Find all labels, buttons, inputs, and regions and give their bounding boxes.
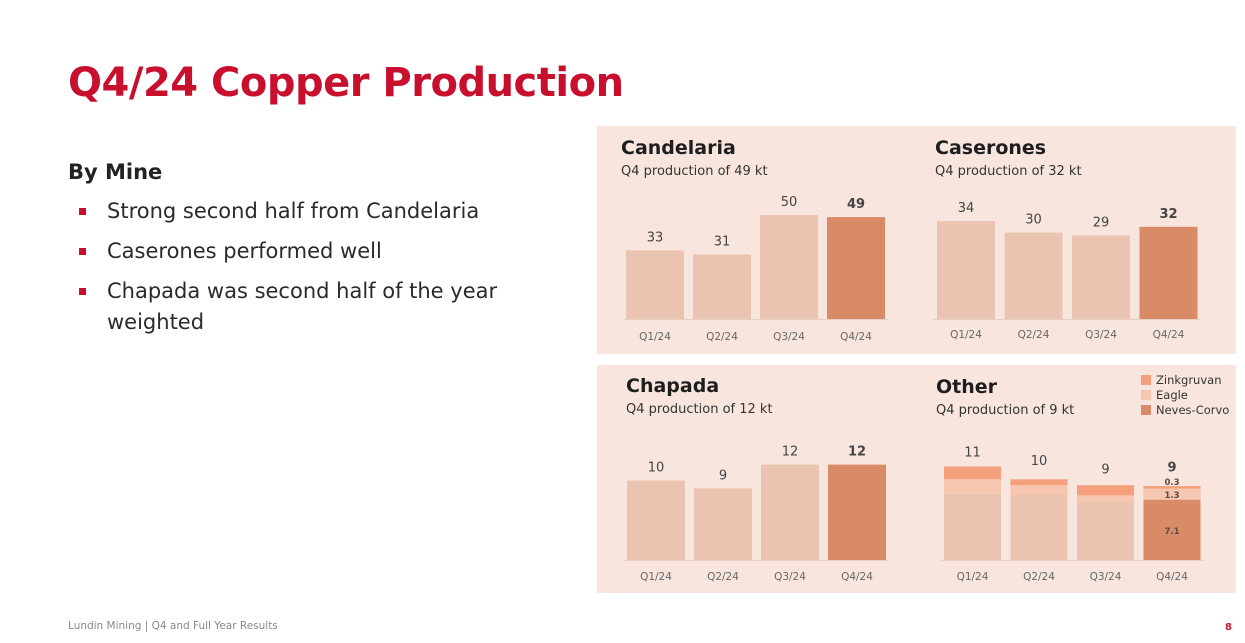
bar-segment-neves-corvo <box>1143 499 1201 560</box>
bar <box>694 488 752 560</box>
tick-label: Q1/24 <box>957 571 989 583</box>
tick-label: Q4/24 <box>840 331 872 343</box>
legend-label: Neves-Corvo <box>1156 402 1230 417</box>
chart-title: Other <box>936 376 998 398</box>
bar <box>1072 235 1130 319</box>
data-label: 10 <box>648 461 665 476</box>
tick-label: Q2/24 <box>706 331 738 343</box>
chart-title: Candelaria <box>621 137 736 159</box>
chart-subtitle: Q4 production of 49 kt <box>621 164 768 179</box>
bar-segment-zinkgruvan <box>1143 486 1201 489</box>
bar-segment-eagle <box>1077 495 1134 503</box>
section-subtitle: By Mine <box>68 160 163 184</box>
bar-segment-zinkgruvan <box>1077 485 1134 496</box>
tick-label: Q2/24 <box>1023 571 1055 583</box>
bar <box>937 221 995 319</box>
legend-swatch <box>1141 374 1151 385</box>
legend-swatch <box>1141 389 1151 400</box>
chart-title: Caserones <box>935 137 1047 159</box>
bar-segment-zinkgruvan <box>944 466 1001 480</box>
bar-segment-zinkgruvan <box>1010 479 1068 486</box>
chart-subtitle: Q4 production of 12 kt <box>626 402 773 417</box>
chart-title: Chapada <box>626 375 720 397</box>
page-number: 8 <box>1225 622 1232 633</box>
tick-label: Q1/24 <box>950 329 982 341</box>
footer-text: Lundin Mining | Q4 and Full Year Results <box>68 620 278 632</box>
data-label: 9 <box>1167 461 1176 476</box>
data-label: 11 <box>964 446 981 461</box>
bullet-item: Caserones performed well <box>78 236 548 267</box>
data-label: 30 <box>1025 213 1042 228</box>
data-label: 12 <box>782 445 799 460</box>
data-label: 9 <box>1101 463 1109 478</box>
tick-label: Q3/24 <box>1085 329 1117 341</box>
legend-item-eagle: Eagle <box>1141 387 1229 402</box>
bar <box>1139 226 1198 319</box>
bullet-list: Strong second half from Candelaria Caser… <box>78 196 548 347</box>
bar <box>1004 232 1063 319</box>
chart-subtitle: Q4 production of 32 kt <box>935 164 1082 179</box>
bullet-item: Chapada was second half of the year weig… <box>78 276 548 338</box>
legend-item-neves-corvo: Neves-Corvo <box>1141 402 1229 417</box>
bar-segment-eagle <box>944 479 1001 494</box>
data-label: 33 <box>647 230 664 245</box>
bar-segment-neves-corvo <box>1010 494 1068 560</box>
bar <box>627 480 685 560</box>
square-bullet-icon <box>79 288 86 295</box>
tick-label: Q2/24 <box>707 571 739 583</box>
data-label: 29 <box>1093 215 1110 230</box>
tick-label: Q4/24 <box>841 571 873 583</box>
bar <box>626 250 684 319</box>
bar <box>828 464 886 560</box>
data-label: 49 <box>847 197 865 212</box>
data-label: 50 <box>781 195 798 210</box>
bar-segment-eagle <box>1010 485 1068 495</box>
tick-label: Q1/24 <box>639 331 671 343</box>
other-chart-legend: Zinkgruvan Eagle Neves-Corvo <box>1141 372 1229 417</box>
segment-label: 0.3 <box>1164 478 1179 488</box>
bar-segment-neves-corvo <box>944 493 1001 560</box>
legend-label: Zinkgruvan <box>1156 372 1222 387</box>
data-label: 12 <box>848 445 866 460</box>
bar <box>693 254 751 319</box>
bullet-text: Strong second half from Candelaria <box>107 199 480 223</box>
data-label: 32 <box>1159 207 1177 222</box>
bar <box>760 215 818 319</box>
segment-label: 1.3 <box>1164 491 1179 501</box>
bar <box>761 464 819 560</box>
tick-label: Q1/24 <box>640 571 672 583</box>
bullet-item: Strong second half from Candelaria <box>78 196 548 227</box>
legend-swatch <box>1141 404 1151 415</box>
bar <box>827 217 885 319</box>
bar-segment-neves-corvo <box>1077 502 1134 560</box>
chart-subtitle: Q4 production of 9 kt <box>936 403 1075 418</box>
data-label: 34 <box>958 201 975 216</box>
tick-label: Q3/24 <box>1090 571 1122 583</box>
tick-label: Q3/24 <box>773 331 805 343</box>
bullet-text: Caserones performed well <box>107 239 382 263</box>
legend-item-zinkgruvan: Zinkgruvan <box>1141 372 1229 387</box>
bar-segment-eagle <box>1143 488 1201 500</box>
square-bullet-icon <box>79 248 86 255</box>
legend-label: Eagle <box>1156 387 1188 402</box>
tick-label: Q2/24 <box>1018 329 1050 341</box>
square-bullet-icon <box>79 208 86 215</box>
tick-label: Q4/24 <box>1153 329 1185 341</box>
data-label: 9 <box>719 468 727 483</box>
tick-label: Q4/24 <box>1156 571 1188 583</box>
data-label: 10 <box>1031 454 1048 469</box>
tick-label: Q3/24 <box>774 571 806 583</box>
bullet-text: Chapada was second half of the year weig… <box>107 279 498 334</box>
data-label: 31 <box>714 235 731 250</box>
segment-label: 7.1 <box>1164 527 1179 537</box>
slide-title: Q4/24 Copper Production <box>68 60 624 106</box>
